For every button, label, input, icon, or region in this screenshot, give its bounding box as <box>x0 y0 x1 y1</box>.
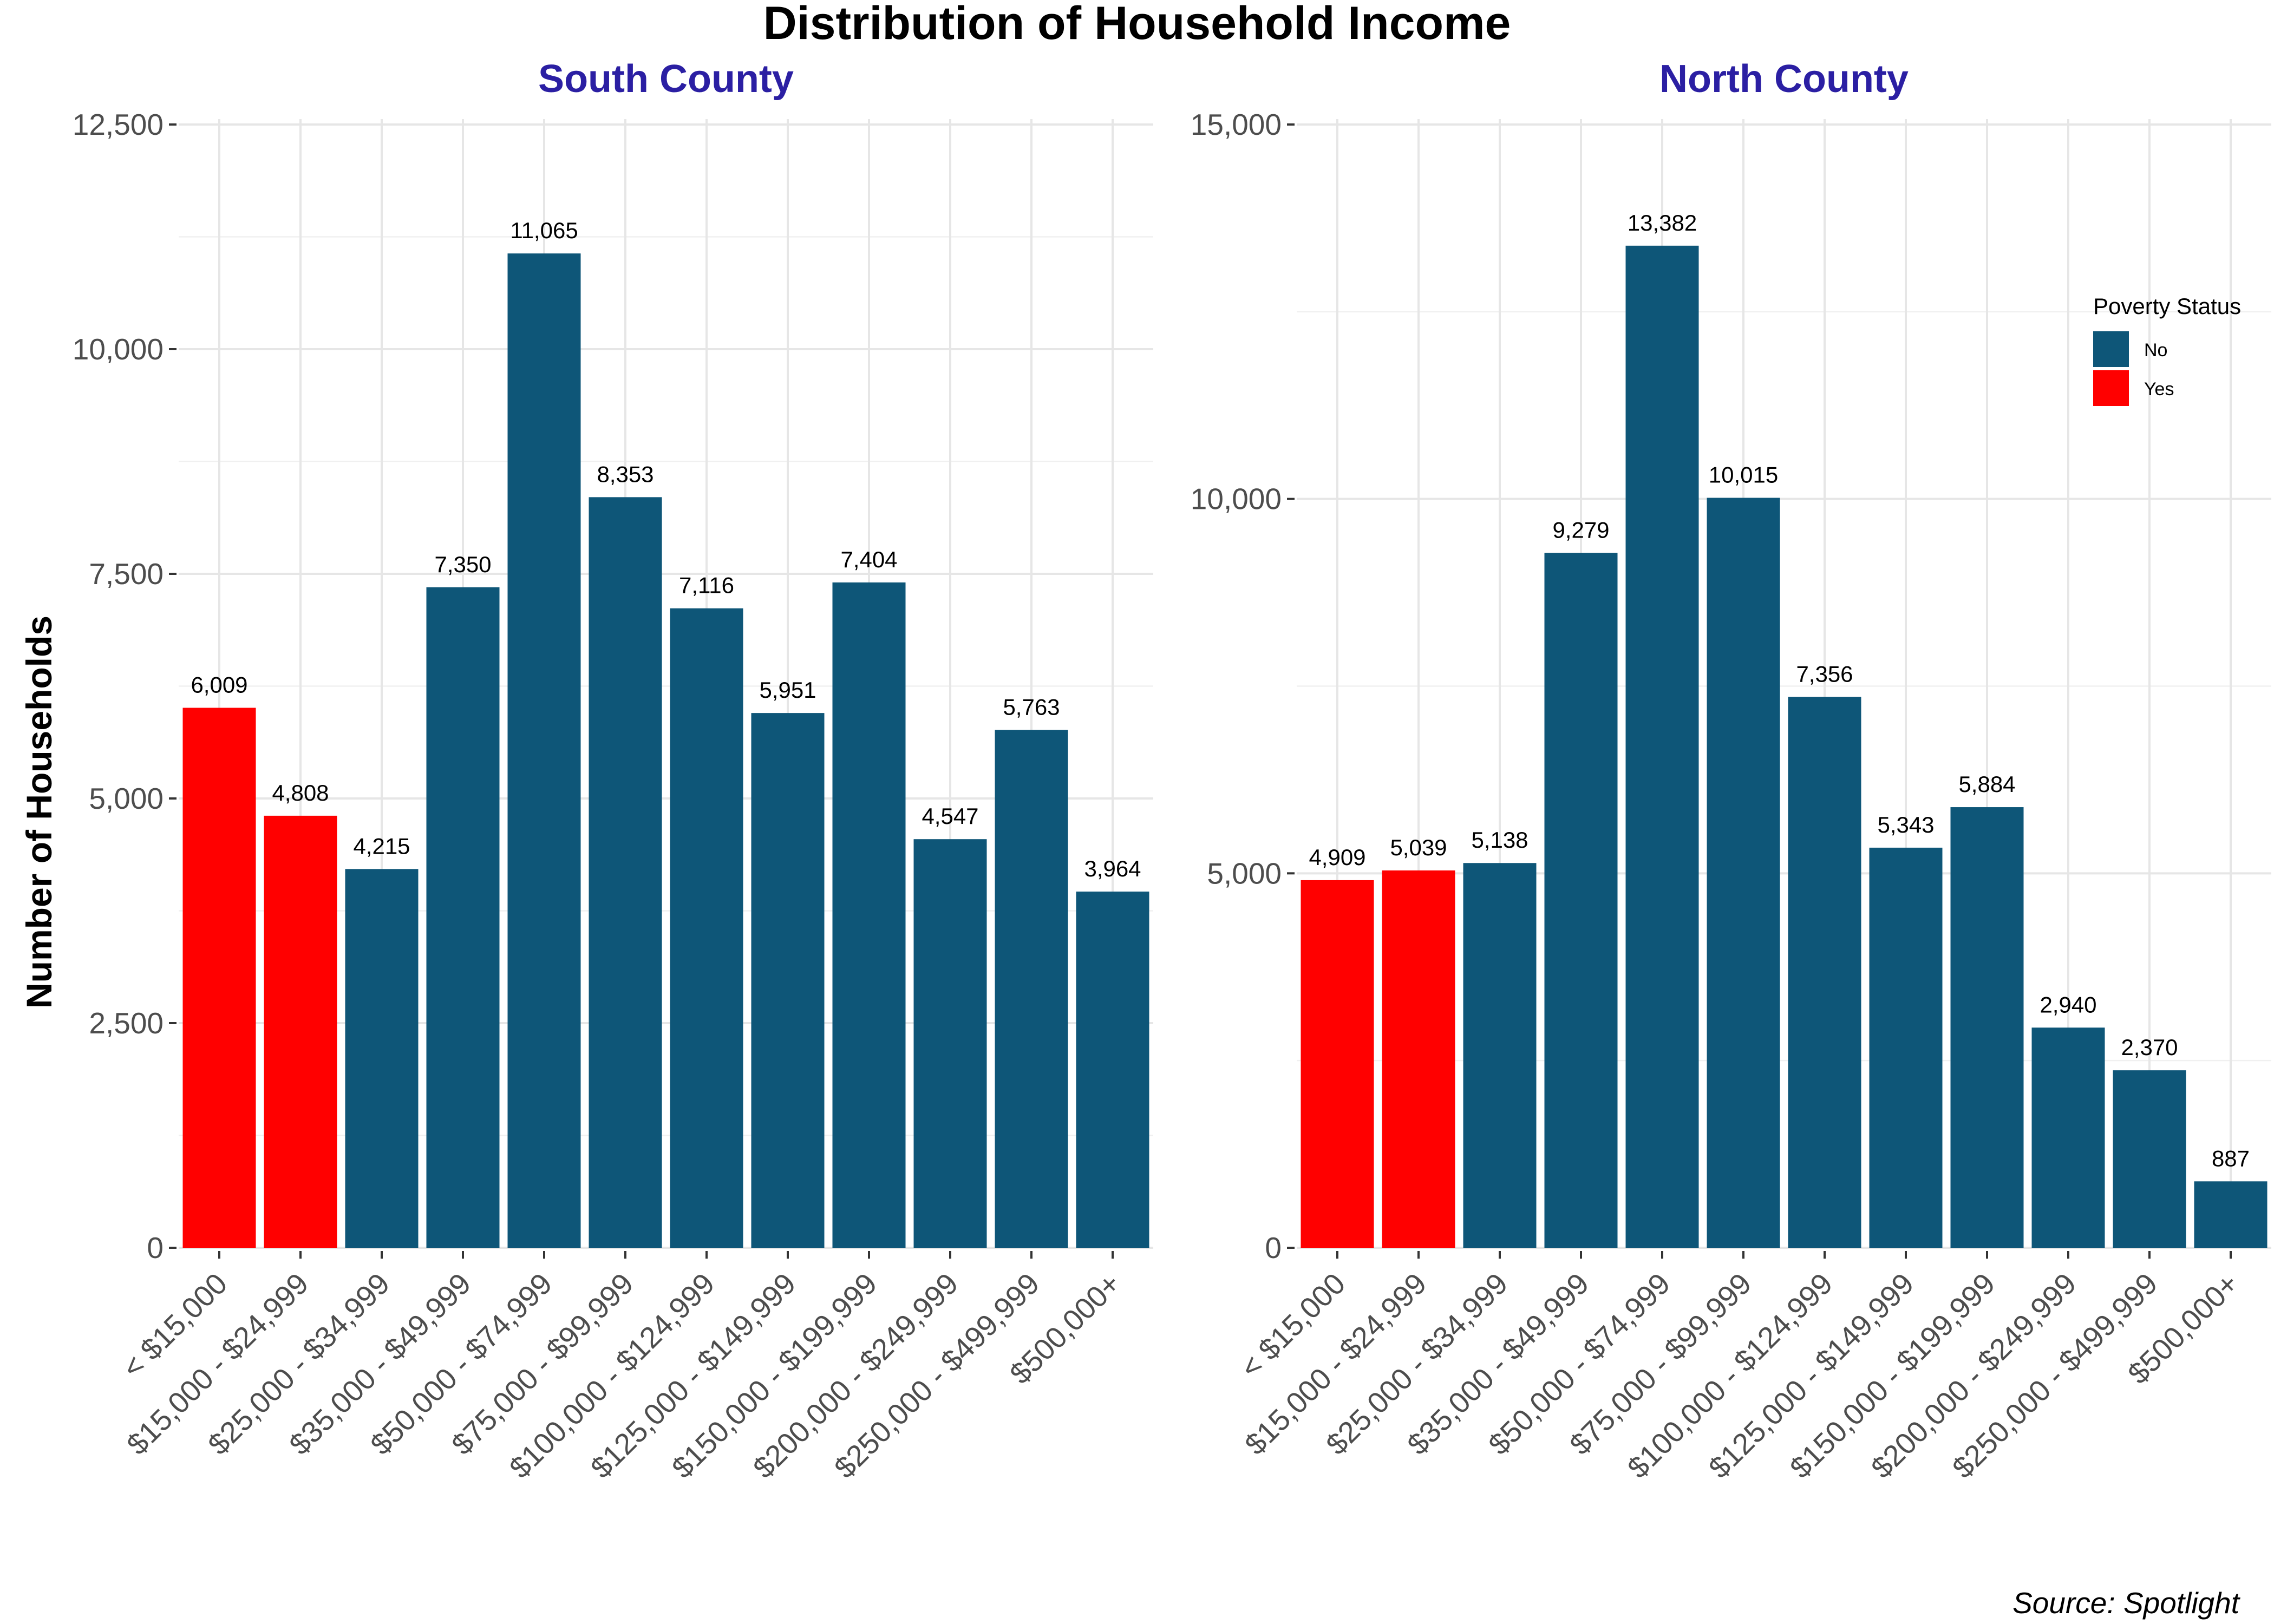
y-axis-south: 0 2,500 5,000 7,500 10,000 12,500 <box>73 108 177 1265</box>
bar-value-label: 11,065 <box>510 218 578 243</box>
bar <box>426 587 500 1248</box>
legend-title: Poverty Status <box>2093 293 2241 319</box>
y-tick-label: 10,000 <box>73 332 164 366</box>
panel-title-south: South County <box>538 57 794 101</box>
bar-value-label: 5,039 <box>1390 835 1447 860</box>
y-tick-label: 5,000 <box>1207 856 1282 890</box>
bar <box>1869 847 1943 1248</box>
y-tick-label: 15,000 <box>1191 108 1282 141</box>
legend-swatch-no <box>2093 331 2129 367</box>
bar-value-label: 7,404 <box>840 547 897 572</box>
bar <box>264 815 337 1248</box>
bar-value-label: 5,763 <box>1003 694 1060 719</box>
bar-value-label: 5,138 <box>1471 827 1528 853</box>
bar-value-label: 4,547 <box>922 803 978 829</box>
bar <box>913 839 987 1248</box>
bar <box>1788 697 1861 1248</box>
bar <box>2031 1027 2105 1248</box>
bar <box>345 869 419 1248</box>
bars-north: 4,909 5,039 5,138 9,279 13,382 10,015 7,356 5,3… <box>1301 210 2268 1248</box>
y-tick-label: 7,500 <box>89 557 164 591</box>
y-tick-label: 12,500 <box>73 108 164 141</box>
bar-value-label: 5,884 <box>1958 771 2015 797</box>
bar-value-label: 9,279 <box>1552 517 1609 542</box>
bar-value-label: 7,116 <box>679 573 734 598</box>
bar <box>1544 553 1618 1248</box>
bar <box>507 253 581 1248</box>
bar <box>1382 870 1455 1248</box>
bar-value-label: 8,353 <box>597 461 654 487</box>
legend-label-no: No <box>2144 340 2167 361</box>
y-tick-label: 5,000 <box>89 782 164 815</box>
bar-value-label: 2,940 <box>2040 992 2096 1017</box>
bar-value-label: 887 <box>2212 1145 2250 1171</box>
y-tick-label: 0 <box>147 1231 164 1265</box>
bar-value-label: 2,370 <box>2121 1034 2178 1060</box>
y-axis-north: 0 5,000 10,000 15,000 <box>1191 108 1295 1265</box>
panel-north-county: North County 0 5,000 10,000 15,000 4,909 5,03… <box>1191 57 2271 1484</box>
y-tick-label: 10,000 <box>1191 482 1282 516</box>
bar <box>1301 880 1374 1248</box>
bar-value-label: 10,015 <box>1709 462 1778 488</box>
bar <box>1707 497 1780 1248</box>
source-caption: Source: Spotlight <box>2012 1586 2241 1620</box>
bar-value-label: 5,951 <box>759 677 816 703</box>
panel-title-north: North County <box>1659 57 1909 101</box>
legend: Poverty Status No Yes <box>2093 293 2241 406</box>
bar <box>589 497 662 1248</box>
bar <box>2113 1070 2186 1248</box>
y-axis-label: Number of Households <box>19 615 59 1009</box>
legend-label-yes: Yes <box>2144 379 2174 400</box>
bar-value-label: 4,808 <box>272 780 329 806</box>
bar-value-label: 4,215 <box>353 833 410 859</box>
bar <box>1625 245 1699 1248</box>
bar-value-label: 5,343 <box>1877 812 1934 837</box>
x-axis-south: < $15,000$15,000 - $24,999$25,000 - $34,… <box>116 1251 1127 1484</box>
bar-value-label: 4,909 <box>1309 844 1365 870</box>
bars-south: 6,009 4,808 4,215 7,350 11,065 8,353 7,116 5,95… <box>182 218 1149 1248</box>
bar <box>1463 863 1537 1248</box>
bar-value-label: 6,009 <box>191 672 247 698</box>
figure-title: Distribution of Household Income <box>763 0 1511 49</box>
bar <box>2194 1181 2268 1248</box>
bar <box>751 713 825 1248</box>
bar <box>832 582 906 1248</box>
y-tick-label: 2,500 <box>89 1006 164 1040</box>
x-axis-north: < $15,000$15,000 - $24,999$25,000 - $34,… <box>1234 1251 2245 1484</box>
bar <box>1076 891 1149 1248</box>
bar-value-label: 13,382 <box>1628 210 1697 235</box>
bar-value-label: 7,350 <box>434 552 491 577</box>
bar-value-label: 7,356 <box>1796 661 1853 686</box>
bar-value-label: 3,964 <box>1084 856 1141 881</box>
bar <box>995 730 1068 1248</box>
bar <box>670 608 743 1248</box>
legend-swatch-yes <box>2093 370 2129 406</box>
bar <box>182 708 256 1248</box>
y-tick-label: 0 <box>1265 1231 1282 1265</box>
panel-south-county: South County 0 2,500 5,000 7,500 10,000 12,50… <box>73 57 1153 1484</box>
bar <box>1950 807 2024 1248</box>
